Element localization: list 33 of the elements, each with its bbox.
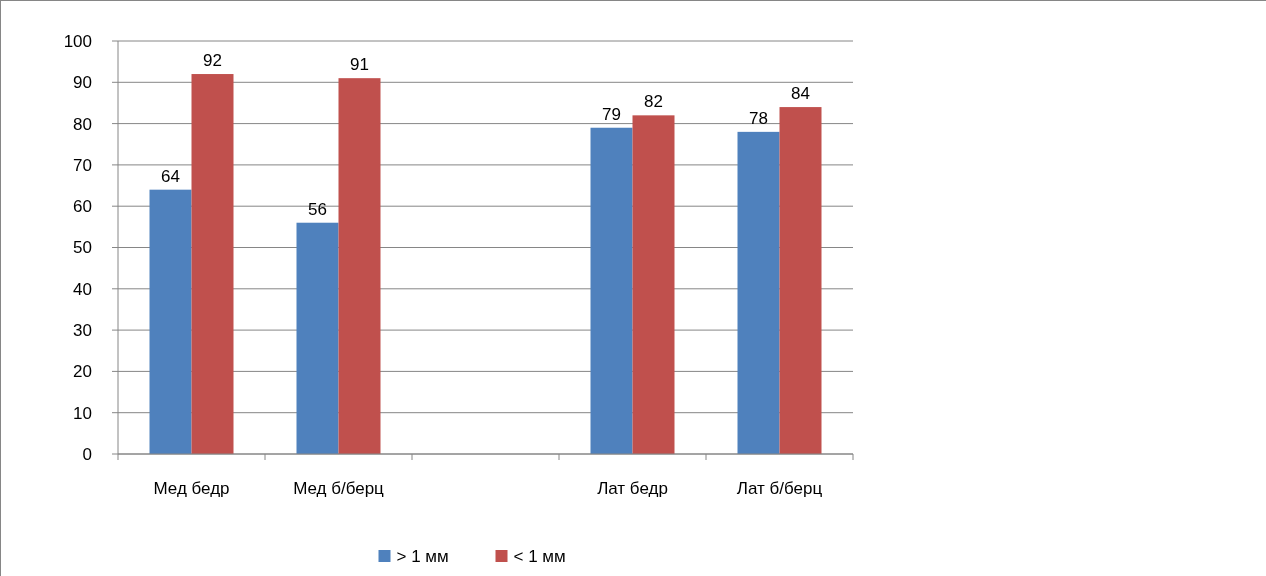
data-label: 91 [350, 55, 369, 75]
bar [632, 115, 675, 454]
bar [590, 127, 633, 454]
data-label: 64 [161, 166, 180, 186]
bar [149, 189, 192, 454]
y-tick-label: 30 [73, 321, 92, 341]
legend-label: < 1 мм [513, 546, 566, 566]
bar [737, 131, 780, 454]
x-tick-label: Мед б/берц [293, 479, 385, 498]
y-tick-label: 80 [73, 114, 92, 134]
bar [296, 222, 339, 454]
data-label: 82 [644, 92, 663, 112]
y-tick-label: 70 [73, 155, 92, 175]
x-tick-label: Мед бедр [153, 479, 230, 498]
y-tick-label: 20 [73, 362, 92, 382]
legend-label: > 1 мм [396, 546, 449, 566]
y-tick-label: 50 [73, 238, 92, 258]
data-label: 79 [602, 104, 621, 124]
bar [191, 74, 234, 454]
y-tick-label: 100 [63, 31, 92, 51]
y-tick-label: 90 [73, 73, 92, 93]
data-label: 84 [791, 84, 810, 104]
x-tick-label: Лат б/берц [736, 479, 823, 498]
data-label: 92 [203, 51, 222, 71]
data-label: 78 [749, 108, 768, 128]
y-tick-label: 10 [73, 403, 92, 423]
x-tick-label: Лат бедр [597, 479, 668, 498]
bar [779, 107, 822, 454]
y-tick-label: 0 [82, 444, 92, 464]
y-tick-label: 40 [73, 279, 92, 299]
data-label: 56 [308, 199, 327, 219]
bar [338, 78, 381, 454]
y-tick-label: 60 [73, 197, 92, 217]
